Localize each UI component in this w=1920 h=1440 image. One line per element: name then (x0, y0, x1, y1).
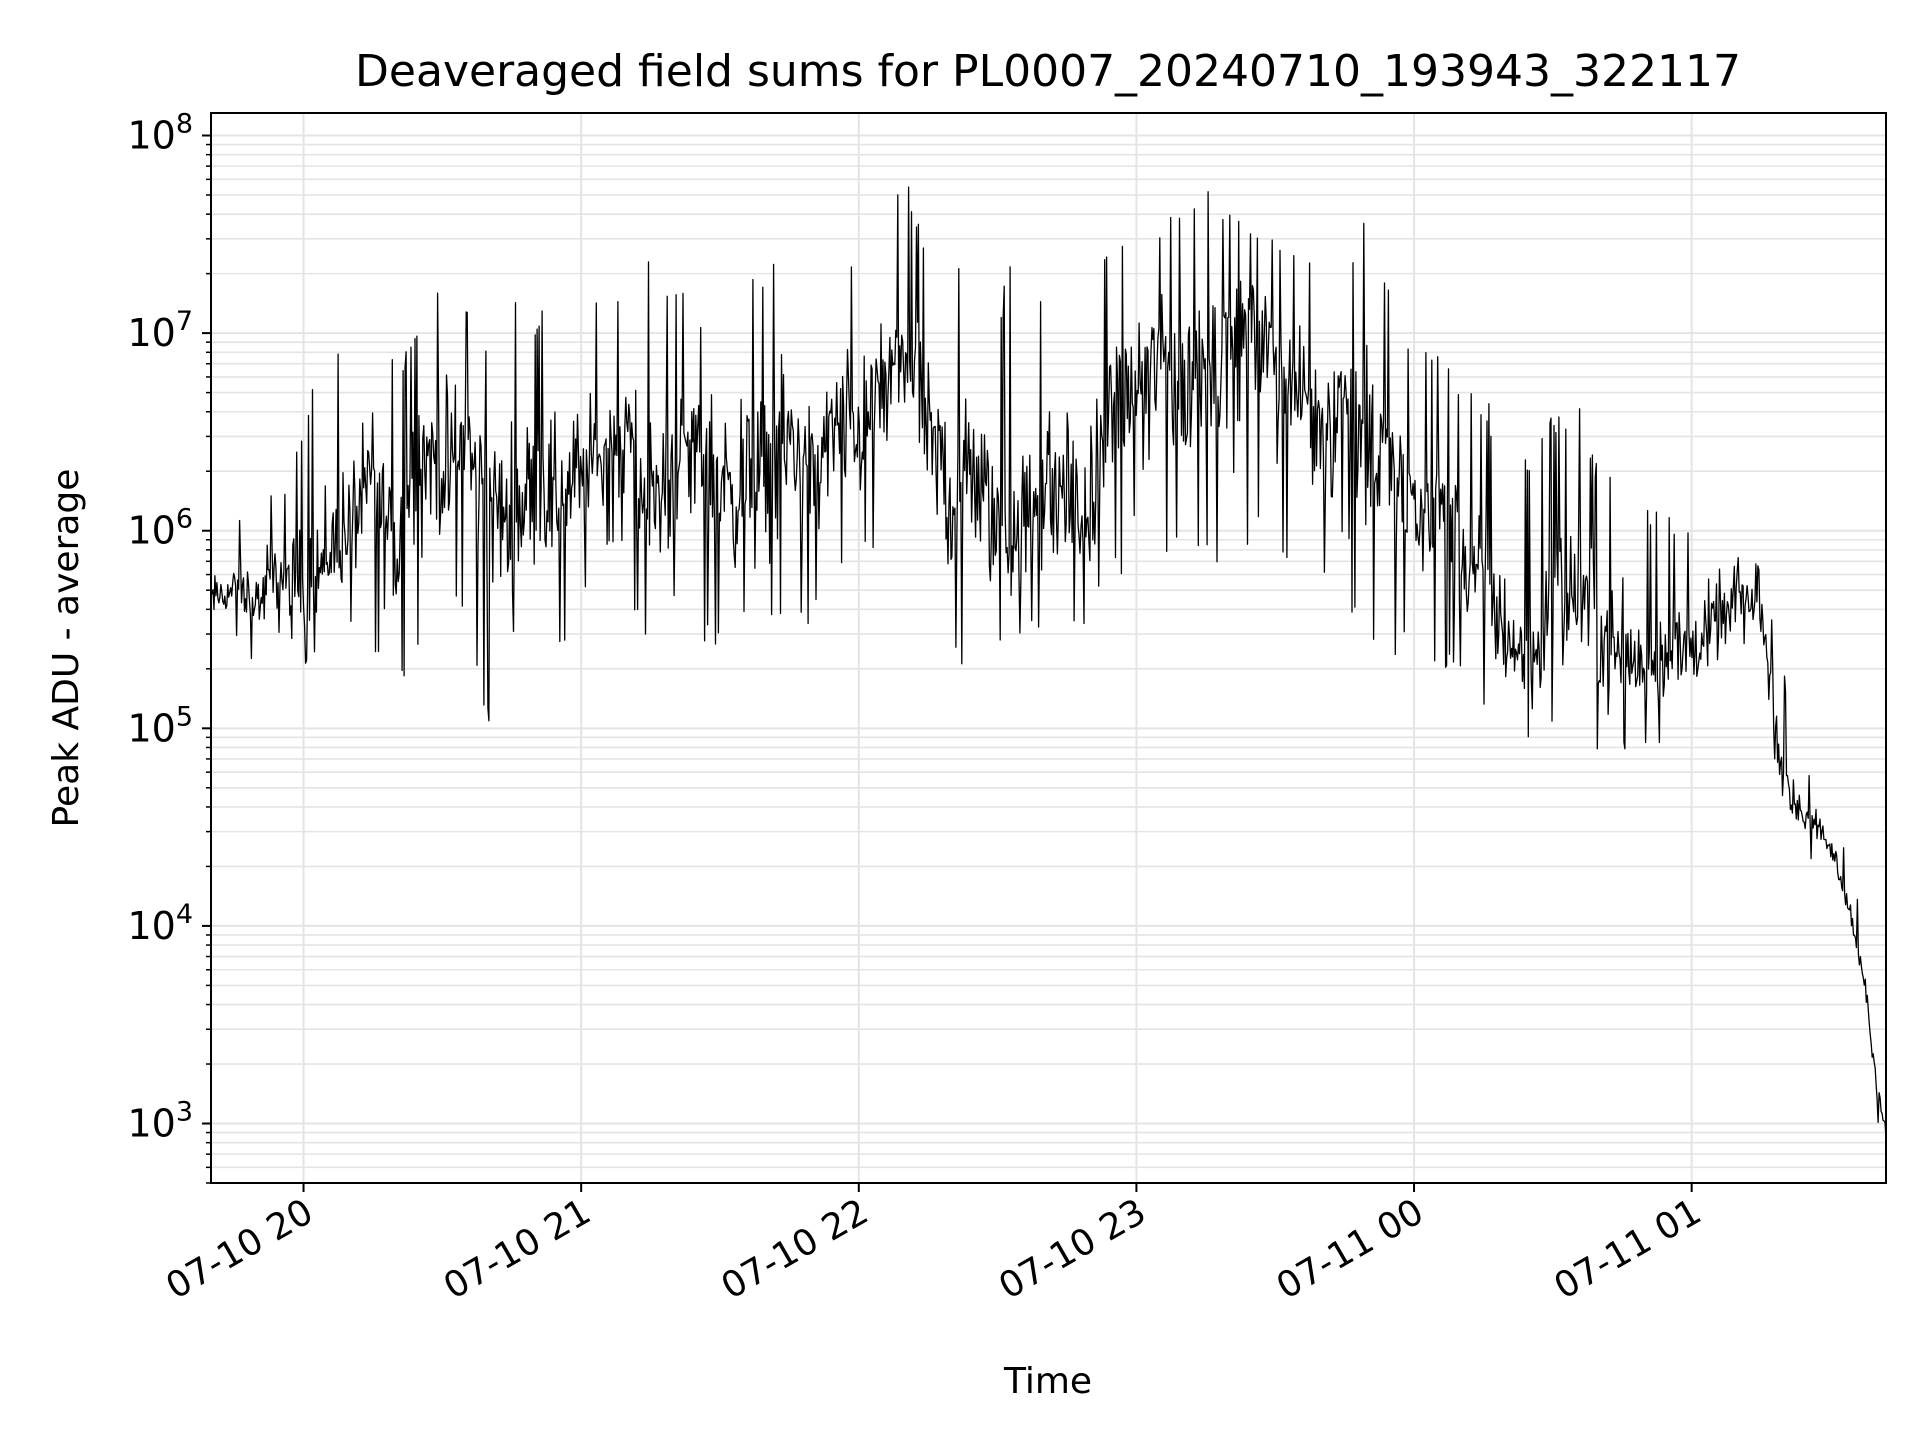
y-axis-label: Peak ADU - average (46, 469, 87, 828)
y-tick-label: 105 (127, 701, 193, 750)
grid (211, 113, 1886, 1184)
y-tick-label: 108 (127, 109, 193, 158)
x-axis-label: Time (1003, 1361, 1092, 1402)
y-tick-label: 106 (127, 504, 193, 553)
y-tick-label: 103 (127, 1097, 193, 1146)
y-tick-label: 107 (127, 306, 193, 355)
chart-title: Deaveraged field sums for PL0007_2024071… (355, 46, 1741, 97)
plot-area-frame (210, 112, 1887, 1184)
series-line-group (210, 186, 1887, 1139)
y-tick-label: 104 (127, 899, 193, 948)
y-axis-ticks: 103 104 105 106 107 108 (127, 109, 211, 1184)
series-line (210, 186, 1887, 1139)
